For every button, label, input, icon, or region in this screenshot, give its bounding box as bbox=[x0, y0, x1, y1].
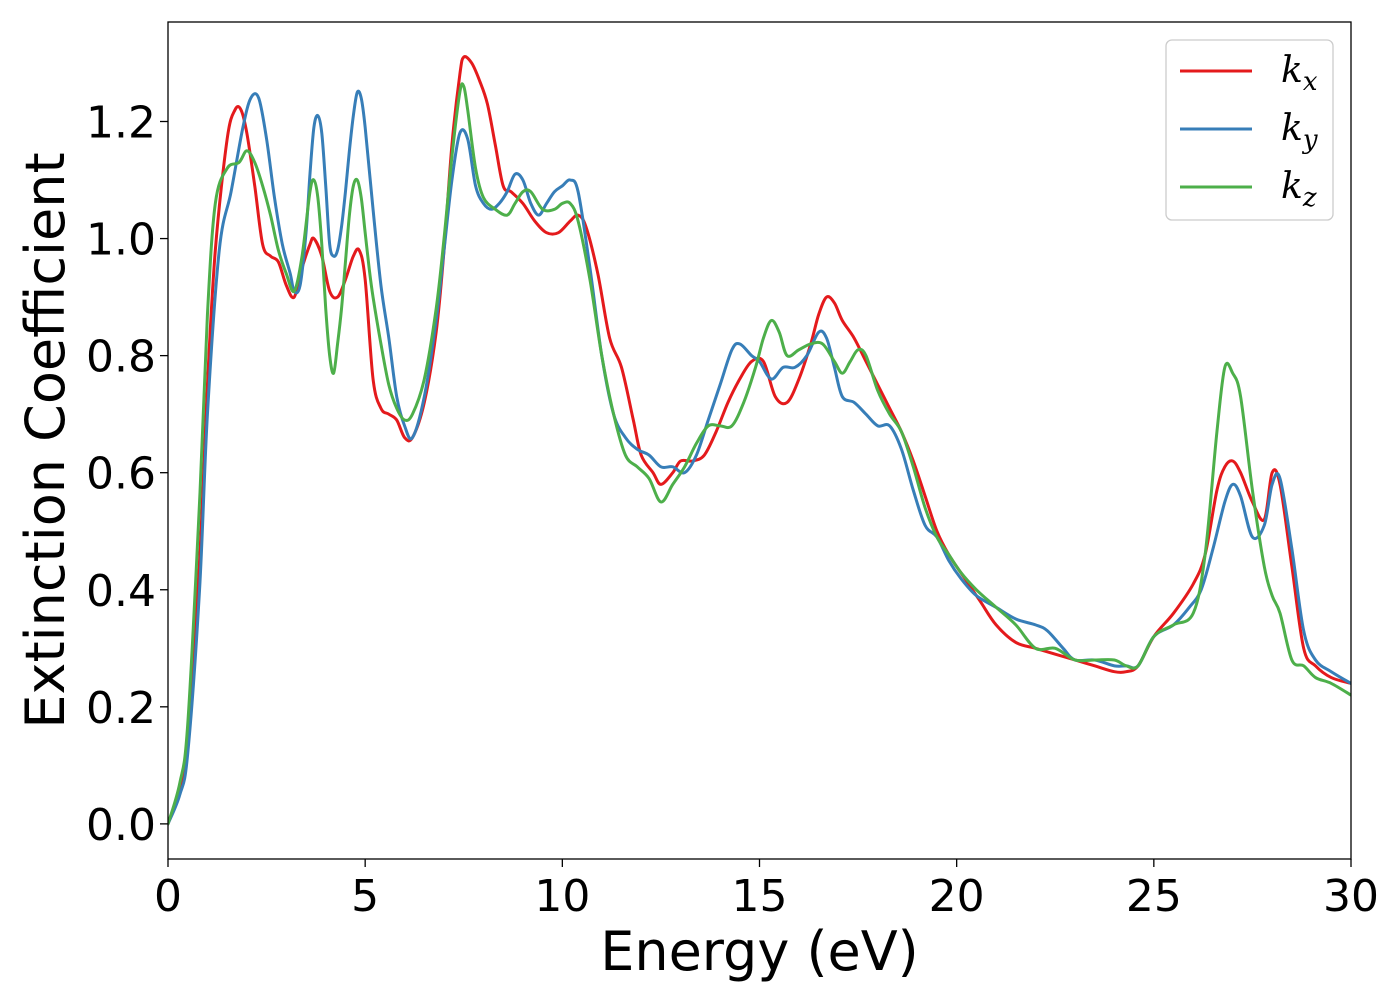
y-tick-label: 0.8 bbox=[86, 332, 156, 383]
y-tick-label: 0.4 bbox=[86, 566, 156, 617]
x-tick-label: 5 bbox=[351, 871, 379, 922]
y-axis-title: Extinction Coefficient bbox=[14, 152, 77, 728]
x-axis: 0 5 10 15 20 25 30 bbox=[154, 859, 1379, 922]
y-axis: 0.0 0.2 0.4 0.6 0.8 1.0 1.2 bbox=[86, 98, 168, 851]
y-tick-label: 1.0 bbox=[86, 215, 156, 266]
x-tick-label: 15 bbox=[732, 871, 788, 922]
series-line-kx bbox=[168, 55, 1351, 826]
x-tick-label: 20 bbox=[929, 871, 985, 922]
x-tick-label: 10 bbox=[534, 871, 590, 922]
x-tick-label: 30 bbox=[1323, 871, 1379, 922]
series-line-kz bbox=[168, 82, 1351, 826]
y-tick-label: 0.0 bbox=[86, 800, 156, 851]
x-tick-label: 0 bbox=[154, 871, 182, 922]
y-tick-label: 0.2 bbox=[86, 683, 156, 734]
x-axis-title: Energy (eV) bbox=[600, 920, 919, 983]
plot-area bbox=[168, 55, 1351, 826]
y-tick-label: 0.6 bbox=[86, 449, 156, 500]
legend-label-kx: kx bbox=[1281, 50, 1318, 97]
legend-label-ky: ky bbox=[1281, 108, 1318, 155]
legend-label-kz: kz bbox=[1281, 166, 1317, 213]
legend: kx ky kz bbox=[1165, 39, 1334, 221]
y-tick-label: 1.2 bbox=[86, 98, 156, 149]
x-tick-label: 25 bbox=[1126, 871, 1182, 922]
